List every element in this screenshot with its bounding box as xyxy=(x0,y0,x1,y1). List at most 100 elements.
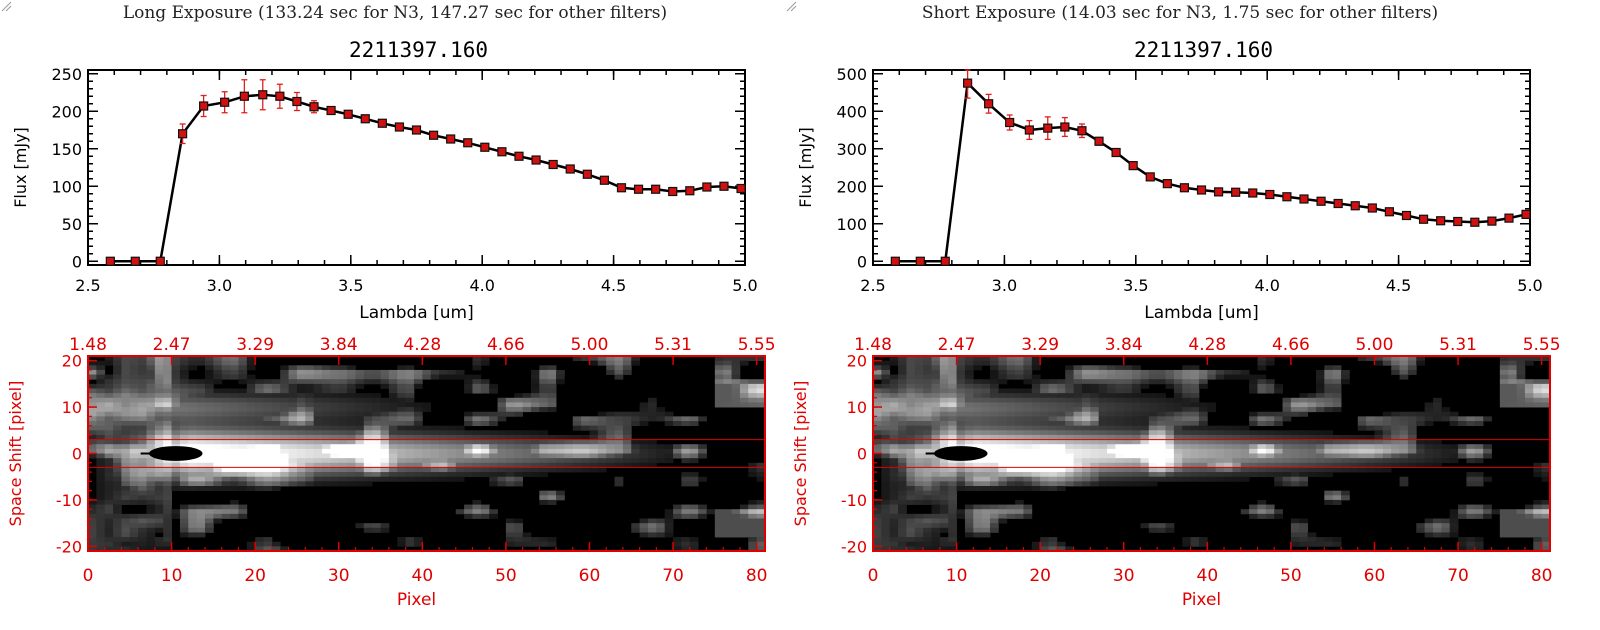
image-pixel xyxy=(1132,393,1141,399)
image-pixel xyxy=(255,537,264,543)
image-pixel xyxy=(547,458,557,464)
image-pixel xyxy=(230,472,239,478)
image-pixel xyxy=(238,365,248,371)
image-pixel xyxy=(931,402,941,408)
image-pixel xyxy=(606,444,615,450)
image-pixel xyxy=(1065,462,1074,468)
image-pixel xyxy=(1508,388,1517,394)
image-pixel xyxy=(146,546,156,552)
image-pixel xyxy=(330,481,340,487)
image-pixel xyxy=(931,374,941,380)
image-pixel xyxy=(330,467,340,473)
image-pixel xyxy=(1006,448,1016,454)
image-pixel xyxy=(673,541,682,547)
image-pixel xyxy=(923,467,932,473)
image-pixel xyxy=(1148,462,1158,468)
image-pixel xyxy=(338,421,348,427)
image-pixel xyxy=(154,490,164,496)
image-pixel xyxy=(397,388,407,394)
data-point xyxy=(1111,147,1121,158)
image-pixel xyxy=(639,532,649,538)
image-pixel xyxy=(196,527,206,533)
image-pixel xyxy=(1508,383,1517,389)
image-pixel xyxy=(889,383,899,389)
image-pixel xyxy=(572,467,582,473)
image-pixel xyxy=(1299,467,1309,473)
image-pixel xyxy=(1015,439,1024,445)
image-pixel xyxy=(1006,369,1016,375)
image-pixel xyxy=(1098,421,1108,427)
image-pixel xyxy=(1015,472,1024,478)
image-pixel xyxy=(1056,379,1066,385)
image-pixel xyxy=(188,504,198,510)
image-pixel xyxy=(422,453,432,459)
image-pixel xyxy=(1148,421,1158,427)
image-pixel xyxy=(1541,356,1551,362)
image-pixel xyxy=(647,407,657,413)
image-pixel xyxy=(246,462,256,468)
image-pixel xyxy=(914,490,924,496)
image-pixel xyxy=(1056,444,1066,450)
image-pixel xyxy=(1132,411,1141,417)
image-pixel xyxy=(221,388,231,394)
image-pixel xyxy=(129,448,139,454)
image-pixel xyxy=(497,434,507,440)
image-pixel xyxy=(188,402,198,408)
image-pixel xyxy=(179,379,189,385)
image-pixel xyxy=(873,444,882,450)
image-pixel xyxy=(1424,411,1434,417)
image-pixel xyxy=(998,421,1008,427)
image-pixel xyxy=(1499,393,1509,399)
image-pixel xyxy=(1056,407,1066,413)
image-pixel xyxy=(898,421,907,427)
image-pixel xyxy=(1165,476,1175,482)
image-pixel xyxy=(313,421,323,427)
image-pixel xyxy=(564,444,574,450)
image-pixel xyxy=(1341,453,1350,459)
image-pixel xyxy=(397,434,407,440)
image-pixel xyxy=(647,448,657,454)
image-top-tick-label: 5.31 xyxy=(654,335,692,355)
image-pixel xyxy=(673,504,682,510)
image-pixel xyxy=(539,499,549,505)
image-pixel xyxy=(296,393,306,399)
image-pixel xyxy=(1148,402,1158,408)
image-pixel xyxy=(213,472,223,478)
image-pixel xyxy=(998,369,1008,375)
image-pixel xyxy=(681,444,691,450)
image-pixel xyxy=(154,421,164,427)
image-pixel xyxy=(1090,374,1100,380)
resize-grip-icon[interactable] xyxy=(0,0,12,12)
image-pixel xyxy=(597,453,607,459)
image-pixel xyxy=(480,388,490,394)
image-pixel xyxy=(514,518,524,524)
image-pixel xyxy=(1207,458,1217,464)
image-pixel xyxy=(1224,430,1233,436)
image-pixel xyxy=(480,513,490,519)
image-pixel xyxy=(472,383,482,389)
image-pixel xyxy=(1148,407,1158,413)
image-pixel xyxy=(906,458,916,464)
image-pixel xyxy=(964,476,974,482)
image-pixel xyxy=(271,439,281,445)
image-pixel xyxy=(188,379,198,385)
image-pixel xyxy=(280,430,289,436)
image-pixel xyxy=(1006,421,1016,427)
image-pixel xyxy=(288,369,298,375)
image-pixel xyxy=(288,397,298,403)
image-pixel xyxy=(1107,444,1116,450)
image-pixel xyxy=(931,379,941,385)
image-pixel xyxy=(338,467,348,473)
image-pixel xyxy=(129,499,139,505)
image-pixel xyxy=(1015,458,1024,464)
image-pixel xyxy=(154,546,164,552)
image-pixel xyxy=(923,448,932,454)
image-pixel xyxy=(238,369,248,375)
image-pixel xyxy=(154,541,164,547)
image-pixel xyxy=(296,383,306,389)
image-pixel xyxy=(104,356,114,362)
image-pixel xyxy=(1165,416,1175,422)
image-pixel xyxy=(547,490,557,496)
resize-grip-icon[interactable] xyxy=(785,0,797,12)
image-x-tick-label: 40 xyxy=(1197,566,1219,586)
